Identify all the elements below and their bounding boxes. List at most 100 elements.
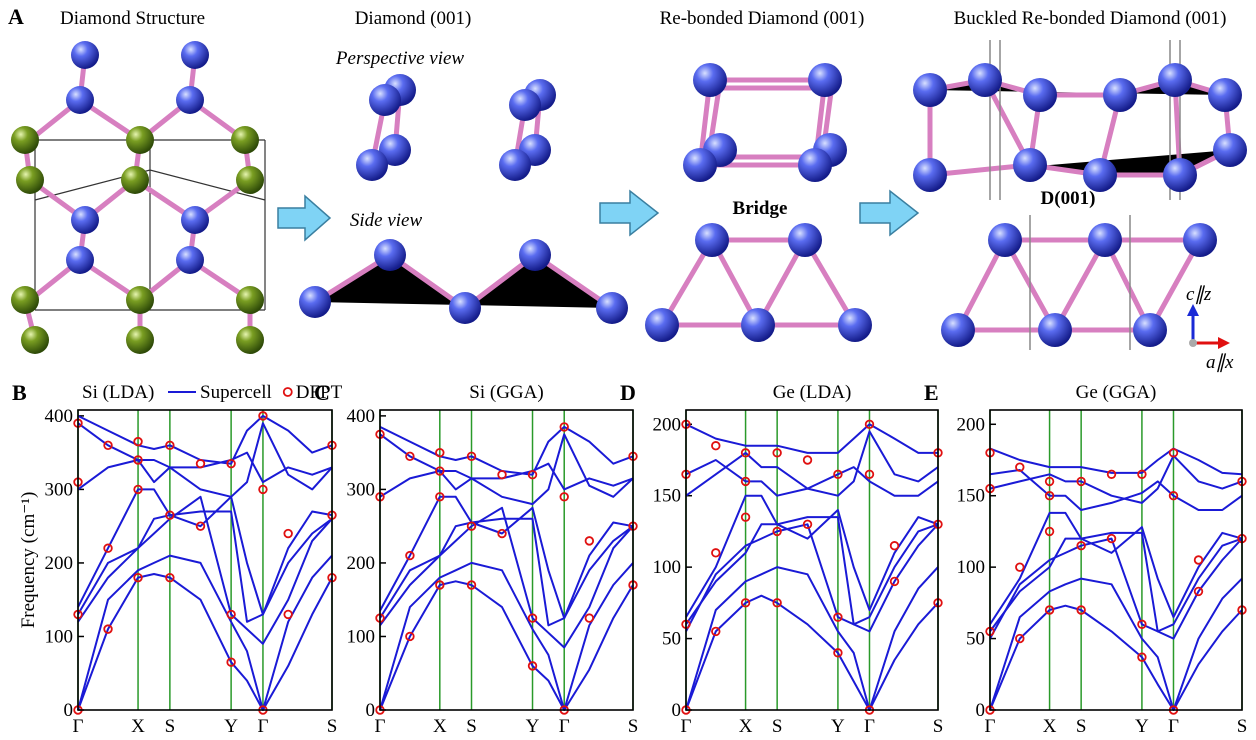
phonon-band [990, 533, 1242, 632]
atom-blue [519, 239, 551, 271]
dfpt-point [712, 549, 720, 557]
process-arrow [860, 191, 918, 235]
panel-label: E [924, 380, 939, 405]
atom-blue [1133, 313, 1167, 347]
process-arrow [600, 191, 658, 235]
dfpt-point [284, 530, 292, 538]
panel-label: B [12, 380, 27, 405]
atom-blue [176, 246, 204, 274]
panel-title: Re-bonded Diamond (001) [660, 8, 865, 29]
y-tick-label: 50 [662, 629, 681, 650]
atom-blue [369, 84, 401, 116]
chart: BSi (LDA)Frequency (cm⁻¹)ΓXSYΓS010020030… [12, 380, 343, 737]
x-tick-label: Γ [73, 716, 84, 737]
panel-label: A [8, 4, 24, 29]
legend-label: Supercell [200, 382, 272, 403]
atom-blue [1088, 223, 1122, 257]
atom-blue [176, 86, 204, 114]
atom-green [11, 286, 39, 314]
x-tick-label: X [433, 716, 447, 737]
phonon-band [686, 424, 938, 453]
atom-blue [499, 149, 531, 181]
phonon-band [78, 423, 332, 482]
atom-blue [1038, 313, 1072, 347]
y-tick-label: 100 [45, 626, 74, 647]
panel-a: A Diamond Structure Diamond (001) Re-bon… [8, 4, 1247, 373]
atom-blue [913, 158, 947, 192]
atom-green [16, 166, 44, 194]
atom-blue [1103, 78, 1137, 112]
x-tick-label: Y [224, 716, 238, 737]
phonon-band [380, 581, 633, 710]
y-tick-label: 100 [653, 557, 682, 578]
phonon-band [686, 524, 938, 631]
axis-indicator [1189, 339, 1197, 347]
x-tick-label: Y [831, 716, 845, 737]
atom-blue [509, 89, 541, 121]
x-tick-label: X [1043, 716, 1057, 737]
chart-title: Si (LDA) [82, 382, 154, 403]
x-tick-label: Γ [1168, 716, 1179, 737]
x-tick-label: S [628, 716, 639, 737]
legend-swatch [284, 388, 292, 396]
x-tick-label: S [772, 716, 783, 737]
axis-indicator [1187, 304, 1199, 316]
panel-label: D [620, 380, 636, 405]
atom-blue [988, 223, 1022, 257]
dfpt-point [1108, 470, 1116, 478]
atom-blue [66, 86, 94, 114]
atom-blue [968, 63, 1002, 97]
phonon-band [686, 596, 938, 710]
panel-title: Buckled Re-bonded Diamond (001) [954, 8, 1227, 29]
phonon-band [380, 563, 633, 710]
atom-green [236, 286, 264, 314]
x-tick-label: Γ [985, 716, 996, 737]
y-tick-label: 200 [653, 414, 682, 435]
dfpt-point [197, 460, 205, 468]
phonon-band [990, 579, 1242, 710]
atom-blue [299, 286, 331, 318]
atom-blue [1183, 223, 1217, 257]
x-tick-label: S [1237, 716, 1248, 737]
atom-blue [695, 223, 729, 257]
y-axis-label: Frequency (cm⁻¹) [18, 492, 39, 629]
x-tick-label: Γ [864, 716, 875, 737]
phonon-band [78, 512, 332, 622]
atom-green [121, 166, 149, 194]
y-tick-label: 0 [64, 700, 74, 721]
atom-blue [1023, 78, 1057, 112]
y-tick-label: 150 [957, 486, 986, 507]
y-tick-label: 0 [366, 700, 376, 721]
phonon-band [380, 427, 633, 475]
chart: EGe (GGA)ΓXSYΓS050100150200 [924, 380, 1247, 737]
phonon-band [78, 556, 332, 710]
atom-blue [181, 41, 209, 69]
phonon-band [78, 416, 332, 464]
x-tick-label: Y [1135, 716, 1149, 737]
y-tick-label: 50 [966, 629, 985, 650]
structure-label: D(001) [1041, 188, 1096, 209]
x-tick-label: Γ [257, 716, 268, 737]
y-tick-label: 0 [672, 700, 682, 721]
phonon-band [990, 539, 1242, 639]
x-tick-label: Γ [559, 716, 570, 737]
view-label: Perspective view [335, 48, 465, 69]
atom-green [21, 326, 49, 354]
atom-blue [596, 292, 628, 324]
y-tick-label: 200 [347, 553, 376, 574]
x-tick-label: S [165, 716, 176, 737]
chart-title: Ge (LDA) [773, 382, 852, 403]
atom-blue [798, 148, 832, 182]
dfpt-point [712, 442, 720, 450]
atom-blue [1213, 133, 1247, 167]
panel-title: Diamond (001) [355, 8, 472, 29]
dfpt-point [498, 471, 506, 479]
atom-blue [693, 63, 727, 97]
atom-green [126, 126, 154, 154]
bond [958, 240, 1200, 330]
x-tick-label: Γ [375, 716, 386, 737]
y-tick-label: 100 [957, 557, 986, 578]
atom-blue [181, 206, 209, 234]
atom-green [126, 286, 154, 314]
